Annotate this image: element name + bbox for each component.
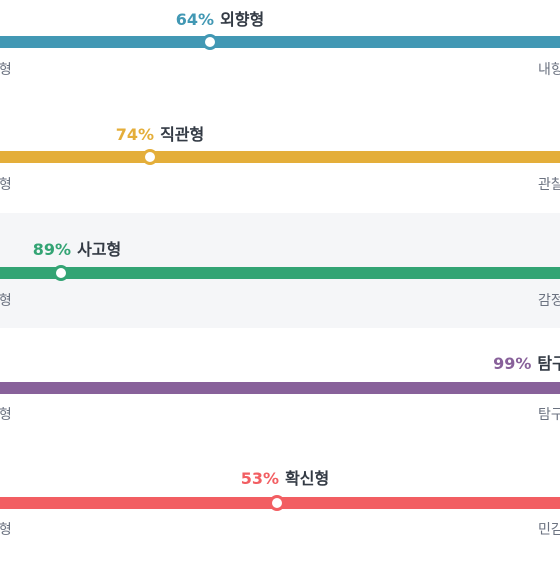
trait-bar — [0, 382, 560, 394]
trait-percent: 89% — [32, 240, 72, 259]
trait-percent: 99% — [493, 354, 532, 373]
trait-left-label: 향형 — [0, 62, 12, 78]
trait-percent: 64% — [175, 10, 215, 29]
trait-right-label: 민감 — [538, 522, 560, 538]
trait-slider-handle[interactable] — [202, 34, 218, 50]
trait-slider-handle[interactable] — [142, 149, 158, 165]
trait-bar — [0, 36, 560, 48]
trait-row-thinking: 89% 사고형 고형 감정 — [0, 213, 560, 328]
trait-left-label: 신형 — [0, 522, 12, 538]
trait-right-label: 관찰 — [538, 177, 560, 193]
trait-bar — [0, 267, 560, 279]
trait-heading: 99% 탐구 — [493, 350, 560, 374]
trait-left-label: 획형 — [0, 407, 12, 423]
trait-slider-handle[interactable] — [53, 265, 69, 281]
trait-name: 사고형 — [77, 240, 122, 259]
trait-right-label: 감정 — [538, 293, 560, 309]
trait-row-assertive: 53% 확신형 신형 민감 — [0, 455, 560, 570]
trait-right-label: 내향 — [538, 62, 560, 78]
trait-left-label: 관형 — [0, 177, 12, 193]
trait-name: 외향형 — [220, 10, 265, 29]
trait-row-extraversion: 64% 외향형 향형 내향 — [0, 0, 560, 115]
trait-name: 직관형 — [160, 125, 205, 144]
trait-left-label: 고형 — [0, 293, 12, 309]
trait-bar — [0, 151, 560, 163]
trait-row-prospecting: 99% 탐구 획형 탐구 — [0, 340, 560, 455]
trait-heading: 64% 외향형 — [176, 6, 264, 30]
trait-percent: 53% — [240, 469, 280, 488]
trait-name: 확신형 — [285, 469, 330, 488]
trait-heading: 53% 확신형 — [241, 465, 329, 489]
trait-heading: 89% 사고형 — [33, 236, 121, 260]
trait-row-intuition: 74% 직관형 관형 관찰 — [0, 115, 560, 230]
trait-percent: 74% — [115, 125, 155, 144]
trait-name: 탐구 — [537, 354, 560, 373]
trait-slider-handle[interactable] — [269, 495, 285, 511]
trait-right-label: 탐구 — [538, 407, 560, 423]
trait-heading: 74% 직관형 — [116, 121, 204, 145]
